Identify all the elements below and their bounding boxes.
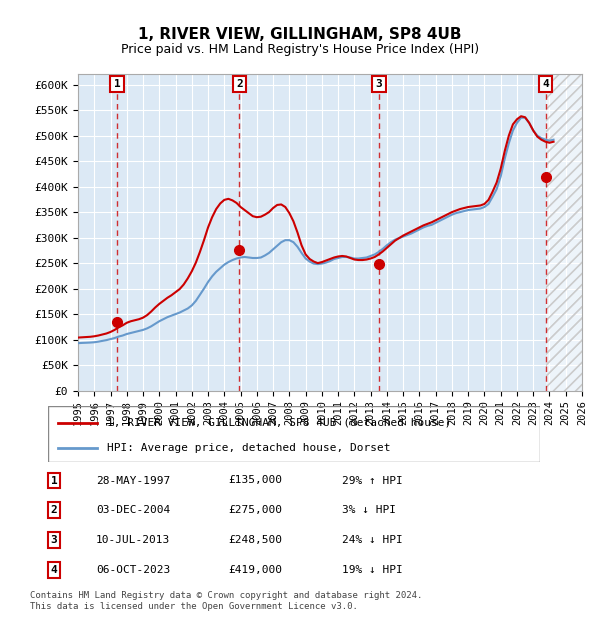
Text: £135,000: £135,000 (228, 476, 282, 485)
Text: 29% ↑ HPI: 29% ↑ HPI (342, 476, 403, 485)
Text: 1: 1 (50, 476, 58, 485)
Text: 1: 1 (114, 79, 121, 89)
Text: 3: 3 (376, 79, 382, 89)
Text: Price paid vs. HM Land Registry's House Price Index (HPI): Price paid vs. HM Land Registry's House … (121, 43, 479, 56)
Text: 1, RIVER VIEW, GILLINGHAM, SP8 4UB: 1, RIVER VIEW, GILLINGHAM, SP8 4UB (138, 27, 462, 42)
Text: 2: 2 (50, 505, 58, 515)
Text: 4: 4 (50, 565, 58, 575)
Text: £275,000: £275,000 (228, 505, 282, 515)
Text: 2: 2 (236, 79, 242, 89)
Text: 3: 3 (50, 535, 58, 545)
Text: 06-OCT-2023: 06-OCT-2023 (96, 565, 170, 575)
Text: £248,500: £248,500 (228, 535, 282, 545)
Text: 4: 4 (542, 79, 549, 89)
Text: Contains HM Land Registry data © Crown copyright and database right 2024.
This d: Contains HM Land Registry data © Crown c… (30, 591, 422, 611)
Text: 10-JUL-2013: 10-JUL-2013 (96, 535, 170, 545)
Text: HPI: Average price, detached house, Dorset: HPI: Average price, detached house, Dors… (107, 443, 391, 453)
Text: 03-DEC-2004: 03-DEC-2004 (96, 505, 170, 515)
Text: 24% ↓ HPI: 24% ↓ HPI (342, 535, 403, 545)
Text: 28-MAY-1997: 28-MAY-1997 (96, 476, 170, 485)
Bar (546, 74, 582, 391)
Text: £419,000: £419,000 (228, 565, 282, 575)
Text: 1, RIVER VIEW, GILLINGHAM, SP8 4UB (detached house): 1, RIVER VIEW, GILLINGHAM, SP8 4UB (deta… (107, 418, 451, 428)
Text: 19% ↓ HPI: 19% ↓ HPI (342, 565, 403, 575)
Text: 3% ↓ HPI: 3% ↓ HPI (342, 505, 396, 515)
Bar (546, 74, 582, 391)
